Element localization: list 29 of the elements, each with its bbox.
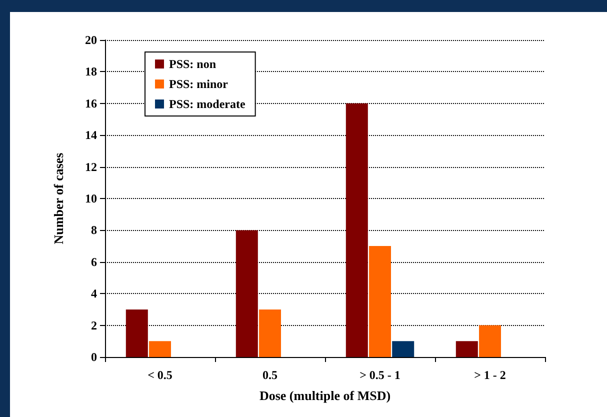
bar xyxy=(149,341,171,357)
bar xyxy=(259,309,281,357)
legend-label: PSS: moderate xyxy=(169,97,246,111)
y-tick-label: 10 xyxy=(85,192,97,206)
bar xyxy=(456,341,478,357)
x-tick-label: < 0.5 xyxy=(148,368,172,382)
y-tick-label: 0 xyxy=(91,350,97,364)
legend-label: PSS: non xyxy=(169,57,216,71)
y-axis-title: Number of cases xyxy=(51,152,66,244)
bar xyxy=(392,341,414,357)
bar xyxy=(369,246,391,357)
bar xyxy=(346,103,368,357)
y-tick-label: 20 xyxy=(85,33,97,47)
x-tick-label: > 1 - 2 xyxy=(474,368,506,382)
y-tick-label: 14 xyxy=(85,128,97,142)
y-tick-label: 16 xyxy=(85,96,97,110)
bar xyxy=(126,309,148,357)
legend-label: PSS: minor xyxy=(169,77,229,91)
y-tick-label: 6 xyxy=(91,254,97,269)
x-axis-title: Dose (multiple of MSD) xyxy=(259,388,391,403)
y-tick-label: 8 xyxy=(91,223,97,238)
y-tick-label: 12 xyxy=(85,160,97,174)
bar xyxy=(236,230,258,357)
x-tick-label: > 0.5 - 1 xyxy=(360,368,400,382)
y-tick-label: 4 xyxy=(91,286,97,301)
x-tick-label: 0.5 xyxy=(262,368,278,382)
y-tick-label: 2 xyxy=(91,318,97,332)
y-tick-label: 18 xyxy=(85,64,97,79)
bar xyxy=(479,325,501,357)
